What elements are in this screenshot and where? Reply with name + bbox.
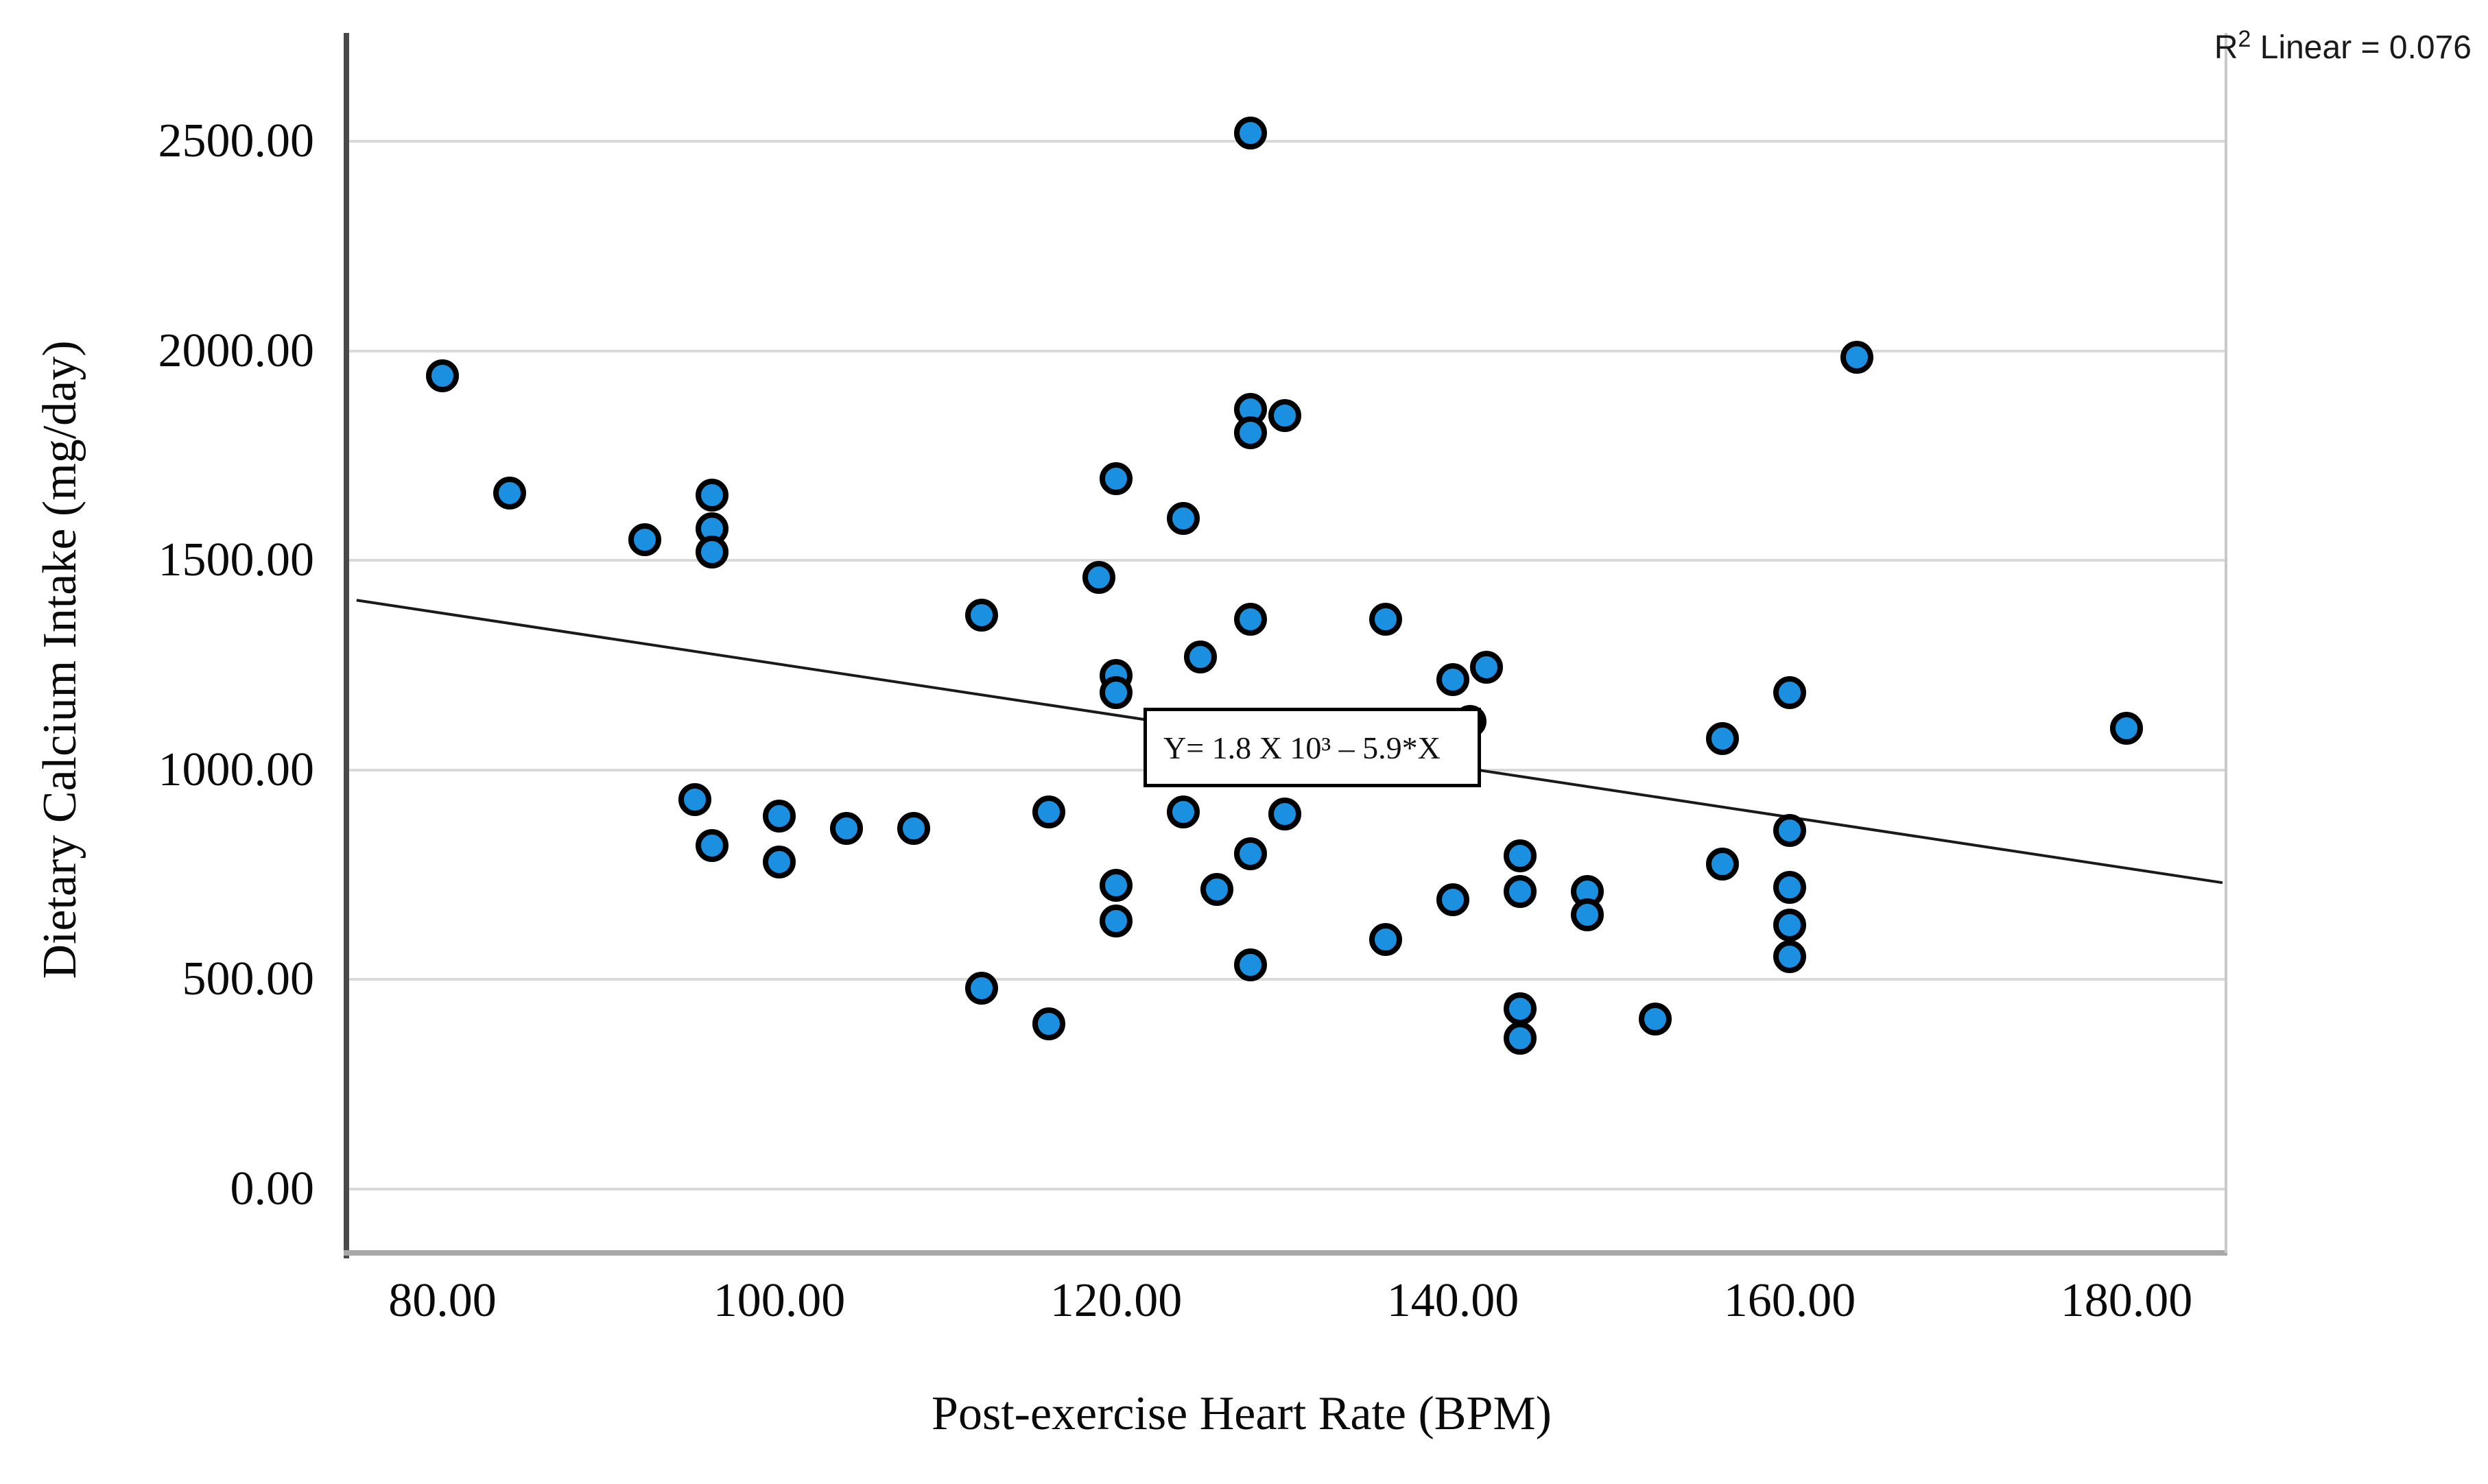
x-axis-tick-label: 140.00 [1386,1274,1519,1327]
data-point [1183,640,1217,673]
data-point [1268,797,1301,830]
data-point [2110,711,2143,745]
data-point [493,477,527,510]
data-point [1032,795,1065,828]
data-point [964,598,998,632]
data-point [1082,560,1116,594]
data-point [1369,923,1402,957]
x-axis-tick-label: 180.00 [2060,1274,2193,1327]
data-point [1773,814,1806,848]
r-squared-text: Linear = 0.076 [2251,29,2472,66]
r-squared-annotation: R2 Linear = 0.076 [2214,26,2472,67]
data-point [1773,870,1806,904]
y-axis-tick-label: 2000.00 [158,324,315,377]
horizontal-gridline [346,559,2225,562]
y-axis-tick-label: 0.00 [230,1162,315,1215]
horizontal-gridline [346,349,2225,352]
r-squared-prefix: R [2214,29,2238,66]
horizontal-gridline [346,1188,2225,1190]
data-point [426,359,459,393]
data-point [695,828,728,862]
data-point [964,971,998,1005]
data-point [695,479,728,512]
x-axis-title: Post-exercise Heart Rate (BPM) [932,1387,1552,1440]
data-point [1268,399,1301,433]
data-point [1167,795,1200,828]
regression-equation-box: Y= 1.8 X 10³ – 5.9*X [1144,708,1481,787]
data-point [1571,898,1604,931]
data-point [1705,721,1739,755]
right-frame-line [2225,33,2227,1253]
y-axis-tick-label: 1000.00 [158,743,315,796]
x-axis-tick-label: 160.00 [1723,1274,1856,1327]
data-point [763,846,796,879]
data-point [1234,116,1268,149]
regression-equation-text: Y= 1.8 X 10³ – 5.9*X [1163,730,1441,765]
data-point [1234,837,1268,871]
data-point [830,812,864,846]
data-point [1234,602,1268,636]
data-point [1773,940,1806,973]
data-point [628,523,661,556]
horizontal-gridline [346,978,2225,981]
data-point [1032,1007,1065,1040]
x-axis-tick-label: 100.00 [713,1274,846,1327]
y-axis-tick-label: 500.00 [182,953,315,1006]
x-axis-tick-label: 120.00 [1050,1274,1183,1327]
y-axis-line [344,33,349,1258]
data-point [1100,462,1133,495]
data-point [1200,872,1234,906]
data-point [1705,848,1739,881]
data-point [1436,883,1469,917]
data-point [1504,992,1537,1026]
data-point [1100,868,1133,902]
data-point [1436,663,1469,697]
data-point [1167,502,1200,536]
r-squared-superscript: 2 [2238,26,2251,52]
y-axis-tick-label: 2500.00 [158,114,315,167]
data-point [1369,602,1402,636]
horizontal-gridline [346,139,2225,143]
data-point [1470,651,1504,684]
data-point [763,800,796,833]
data-point [1773,908,1806,942]
data-point [1638,1003,1672,1036]
data-point [1100,675,1133,709]
x-axis-tick-label: 80.00 [388,1274,497,1327]
data-point [1504,875,1537,909]
data-point [1773,675,1806,709]
x-axis-line [344,1250,2227,1256]
y-axis-tick-label: 1500.00 [158,534,315,587]
data-point [695,535,728,569]
data-point [1234,416,1268,449]
data-point [1234,948,1268,981]
data-point [897,812,931,846]
data-point [678,782,712,816]
data-point [1504,1021,1537,1055]
data-point [1100,904,1133,937]
data-point [1504,839,1537,873]
data-point [1840,340,1874,374]
